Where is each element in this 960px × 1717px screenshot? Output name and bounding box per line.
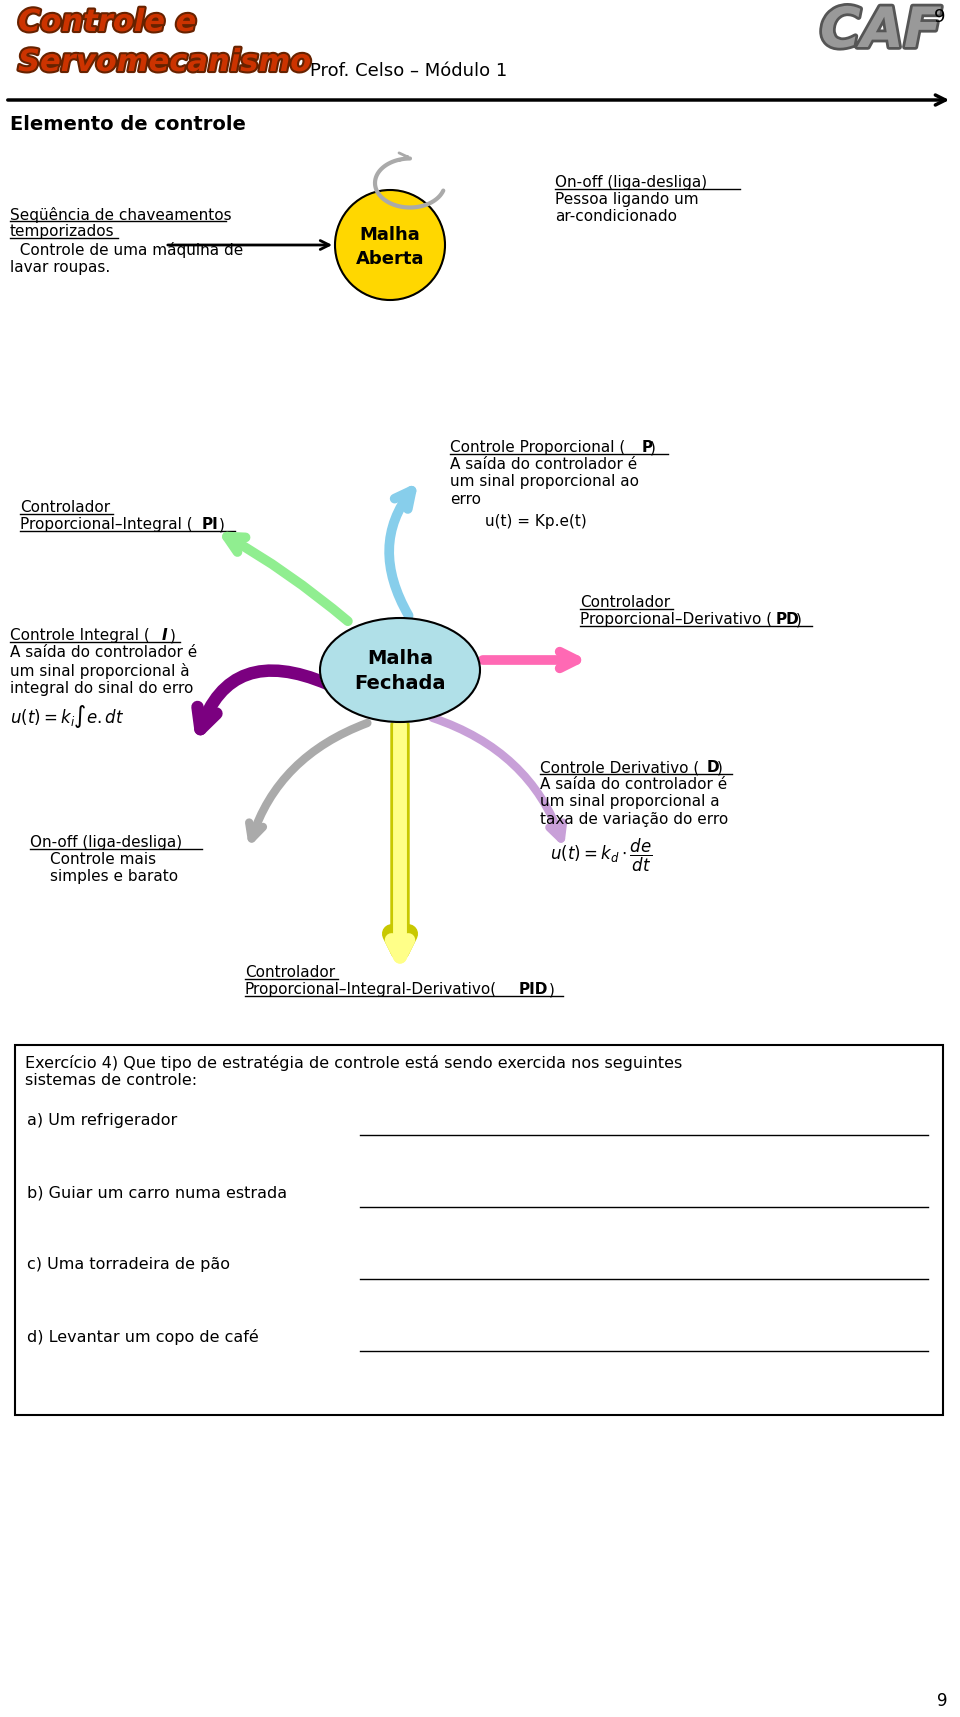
Text: PID: PID (519, 982, 548, 998)
Text: PD: PD (776, 611, 800, 627)
Text: A saída do controlador é
um sinal proporcional ao
erro: A saída do controlador é um sinal propor… (450, 457, 639, 507)
Text: Controle Derivativo (: Controle Derivativo ( (540, 761, 699, 774)
Text: Controle Proporcional (: Controle Proporcional ( (450, 440, 625, 455)
Text: CAF: CAF (820, 5, 942, 58)
Text: Fechada: Fechada (354, 673, 445, 692)
Text: ): ) (717, 761, 723, 774)
Text: c) Uma torradeira de pão: c) Uma torradeira de pão (27, 1257, 230, 1272)
Text: Servomecanismo: Servomecanismo (18, 48, 311, 77)
Text: On-off (liga-desliga): On-off (liga-desliga) (30, 834, 182, 850)
Text: Malha: Malha (360, 227, 420, 244)
Text: Proporcional–Integral (: Proporcional–Integral ( (20, 517, 193, 532)
Text: A saída do controlador é
um sinal proporcional a
taxa de variação do erro: A saída do controlador é um sinal propor… (540, 778, 729, 828)
Text: $u(t) = k_d \cdot \dfrac{de}{dt}$: $u(t) = k_d \cdot \dfrac{de}{dt}$ (550, 836, 653, 874)
Text: Controlador: Controlador (245, 965, 335, 980)
Text: ): ) (549, 982, 555, 998)
Text: a) Um refrigerador: a) Um refrigerador (27, 1113, 178, 1128)
Text: Controle Integral (: Controle Integral ( (10, 628, 150, 642)
FancyBboxPatch shape (15, 1046, 943, 1415)
Text: ): ) (170, 628, 176, 642)
Text: d) Levantar um copo de café: d) Levantar um copo de café (27, 1329, 259, 1344)
Text: Controlador: Controlador (580, 596, 670, 610)
Text: I: I (162, 628, 168, 642)
Text: 9: 9 (933, 9, 945, 26)
Text: Prof. Celso – Módulo 1: Prof. Celso – Módulo 1 (310, 62, 507, 81)
Text: Controle de uma máquina de
lavar roupas.: Controle de uma máquina de lavar roupas. (10, 242, 243, 275)
Circle shape (335, 191, 445, 300)
Text: P: P (642, 440, 653, 455)
Text: A saída do controlador é
um sinal proporcional à
integral do sinal do erro: A saída do controlador é um sinal propor… (10, 646, 197, 695)
Text: Pessoa ligando um
ar-condicionado: Pessoa ligando um ar-condicionado (555, 192, 699, 225)
Text: u(t) = Kp.e(t): u(t) = Kp.e(t) (485, 513, 587, 529)
Text: PI: PI (202, 517, 219, 532)
Text: Controle e: Controle e (18, 9, 196, 38)
Text: ): ) (219, 517, 225, 532)
Text: $u(t) = k_i \int e.dt$: $u(t) = k_i \int e.dt$ (10, 702, 125, 730)
Text: Controlador: Controlador (20, 500, 110, 515)
Text: Malha: Malha (367, 649, 433, 668)
Text: D: D (707, 761, 720, 774)
Ellipse shape (320, 618, 480, 723)
Text: Elemento de controle: Elemento de controle (10, 115, 246, 134)
Text: Controle mais
simples e barato: Controle mais simples e barato (50, 852, 179, 884)
Text: Exercício 4) Que tipo de estratégia de controle está sendo exercida nos seguinte: Exercício 4) Que tipo de estratégia de c… (25, 1054, 683, 1089)
Text: temporizados: temporizados (10, 223, 114, 239)
Text: Aberta: Aberta (356, 251, 424, 268)
Text: On-off (liga-desliga): On-off (liga-desliga) (555, 175, 708, 191)
Text: ): ) (650, 440, 656, 455)
Text: ): ) (796, 611, 802, 627)
Text: 9: 9 (938, 1691, 948, 1710)
Text: b) Guiar um carro numa estrada: b) Guiar um carro numa estrada (27, 1185, 287, 1200)
Text: Seqüência de chaveamentos: Seqüência de chaveamentos (10, 208, 231, 223)
Text: Proporcional–Derivativo (: Proporcional–Derivativo ( (580, 611, 772, 627)
Text: Proporcional–Integral-Derivativo(: Proporcional–Integral-Derivativo( (245, 982, 497, 998)
